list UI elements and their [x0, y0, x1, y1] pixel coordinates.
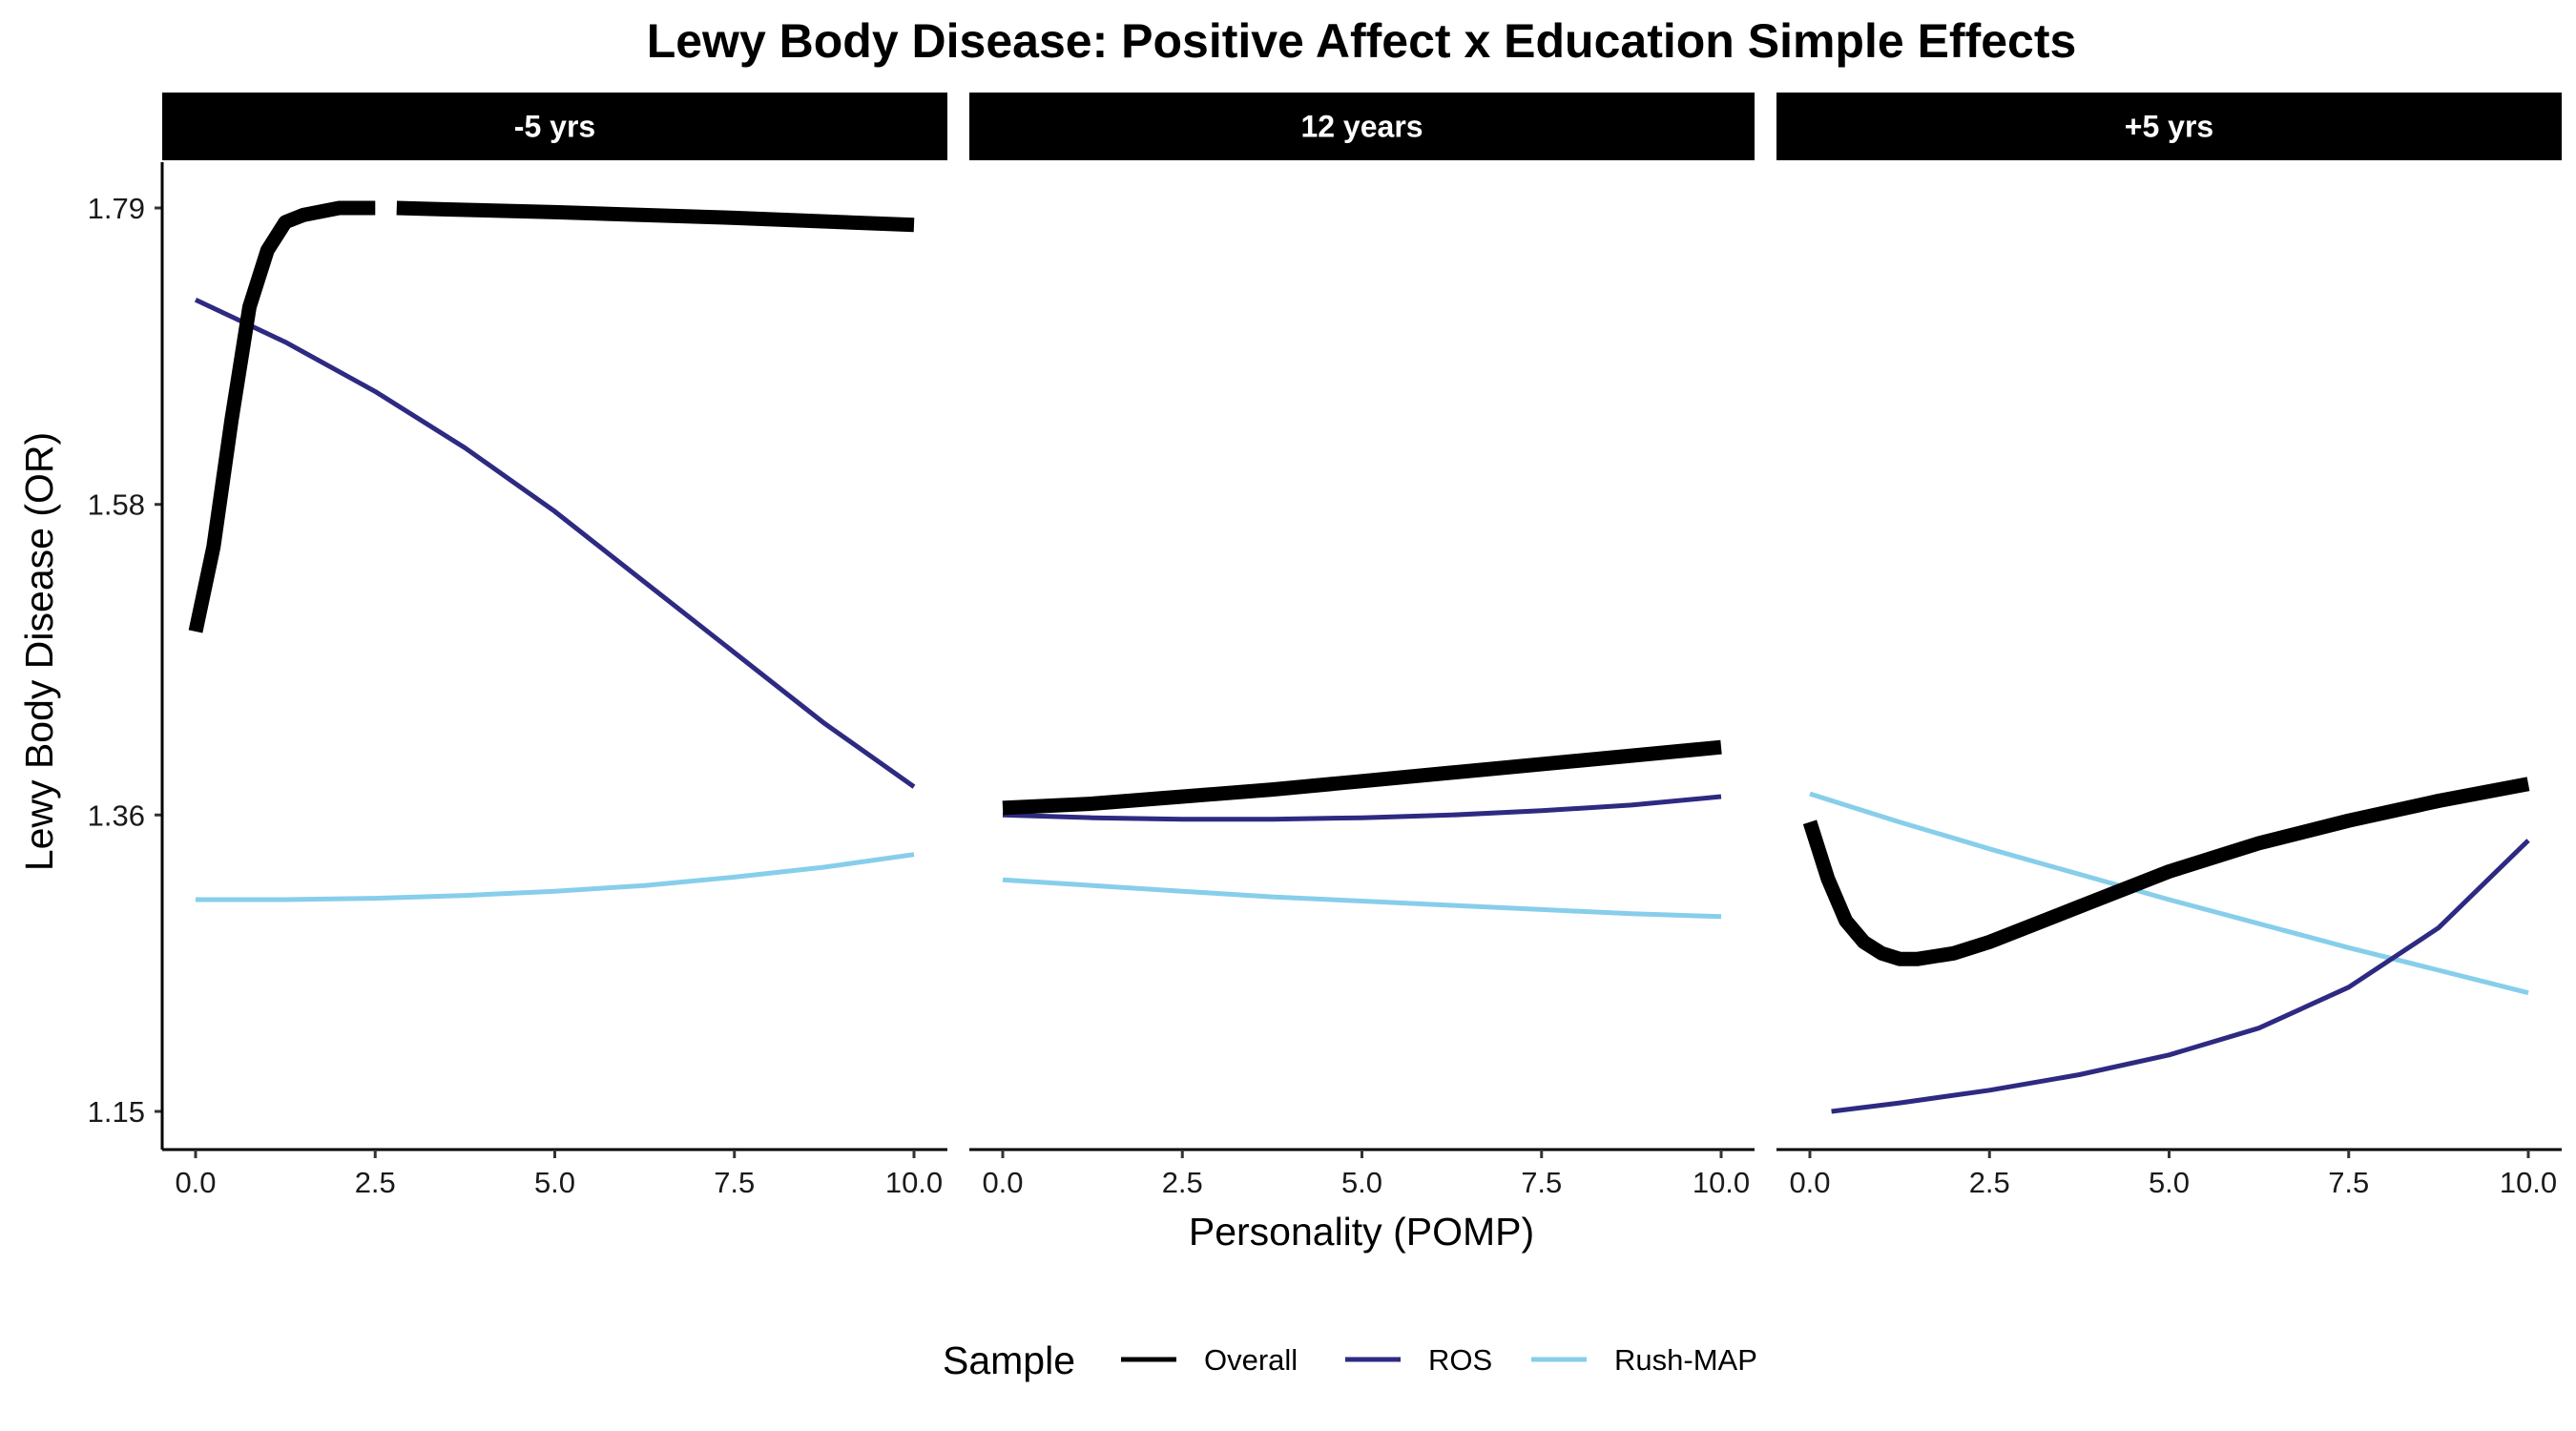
facet-panel: +5 yrs 0.0 2.5 5.0 7.5 10.0 [1776, 93, 2562, 1199]
x-tick-label: 0.0 [175, 1166, 216, 1199]
x-tick-label: 2.5 [355, 1166, 396, 1199]
series-line-ros [194, 297, 916, 789]
series-line-ros [1002, 794, 1722, 822]
y-tick-label: 1.58 [88, 488, 145, 522]
y-axis-title: Lewy Body Disease (OR) [17, 432, 61, 871]
facet-panel: 12 years 0.0 2.5 5.0 7.5 10.0 [969, 93, 1755, 1199]
facet-strip [1776, 93, 2562, 160]
x-tick-label: 2.5 [1969, 1166, 2010, 1199]
legend-label: Rush-MAP [1614, 1343, 1757, 1377]
x-tick-label: 10.0 [885, 1166, 943, 1199]
y-tick-label: 1.79 [88, 192, 145, 225]
legend-title: Sample [943, 1338, 1075, 1382]
facet-strip [162, 93, 947, 160]
series-line-rush-map [1002, 877, 1722, 920]
series-line-overall [1002, 739, 1722, 816]
y-tick-label: 1.15 [88, 1095, 145, 1129]
facet-strip-label: 12 years [1300, 110, 1423, 144]
x-tick-label: 10.0 [1693, 1166, 1750, 1199]
legend-label: ROS [1428, 1343, 1492, 1377]
x-tick-label: 10.0 [2500, 1166, 2557, 1199]
series-line-overall [188, 200, 376, 633]
facet-strip-label: +5 yrs [2125, 110, 2213, 144]
facet-strip [969, 93, 1755, 160]
x-tick-label: 0.0 [982, 1166, 1023, 1199]
series-line-ros [1831, 839, 2530, 1114]
series-line-overall [1802, 777, 2530, 966]
series-line-rush-map [196, 852, 915, 902]
x-tick-label: 7.5 [1521, 1166, 1562, 1199]
facet-strip-label: -5 yrs [514, 110, 595, 144]
x-tick-label: 7.5 [2328, 1166, 2369, 1199]
series-line-rush-map [1809, 791, 2529, 996]
x-tick-label: 0.0 [1789, 1166, 1830, 1199]
chart-title: Lewy Body Disease: Positive Affect x Edu… [647, 14, 2077, 68]
y-tick-label: 1.36 [88, 798, 145, 832]
legend: Sample Overall ROS Rush-MAP [943, 1338, 1757, 1382]
x-tick-label: 7.5 [714, 1166, 755, 1199]
x-tick-label: 5.0 [1341, 1166, 1382, 1199]
series-line-overall [396, 200, 915, 233]
x-tick-label: 5.0 [534, 1166, 575, 1199]
facet-panel: -5 yrs 0.0 2.5 5.0 7.5 10.0 [162, 93, 947, 1199]
x-axis-title: Personality (POMP) [1189, 1210, 1534, 1254]
x-tick-label: 5.0 [2149, 1166, 2190, 1199]
legend-label: Overall [1204, 1343, 1298, 1377]
x-tick-label: 2.5 [1162, 1166, 1203, 1199]
